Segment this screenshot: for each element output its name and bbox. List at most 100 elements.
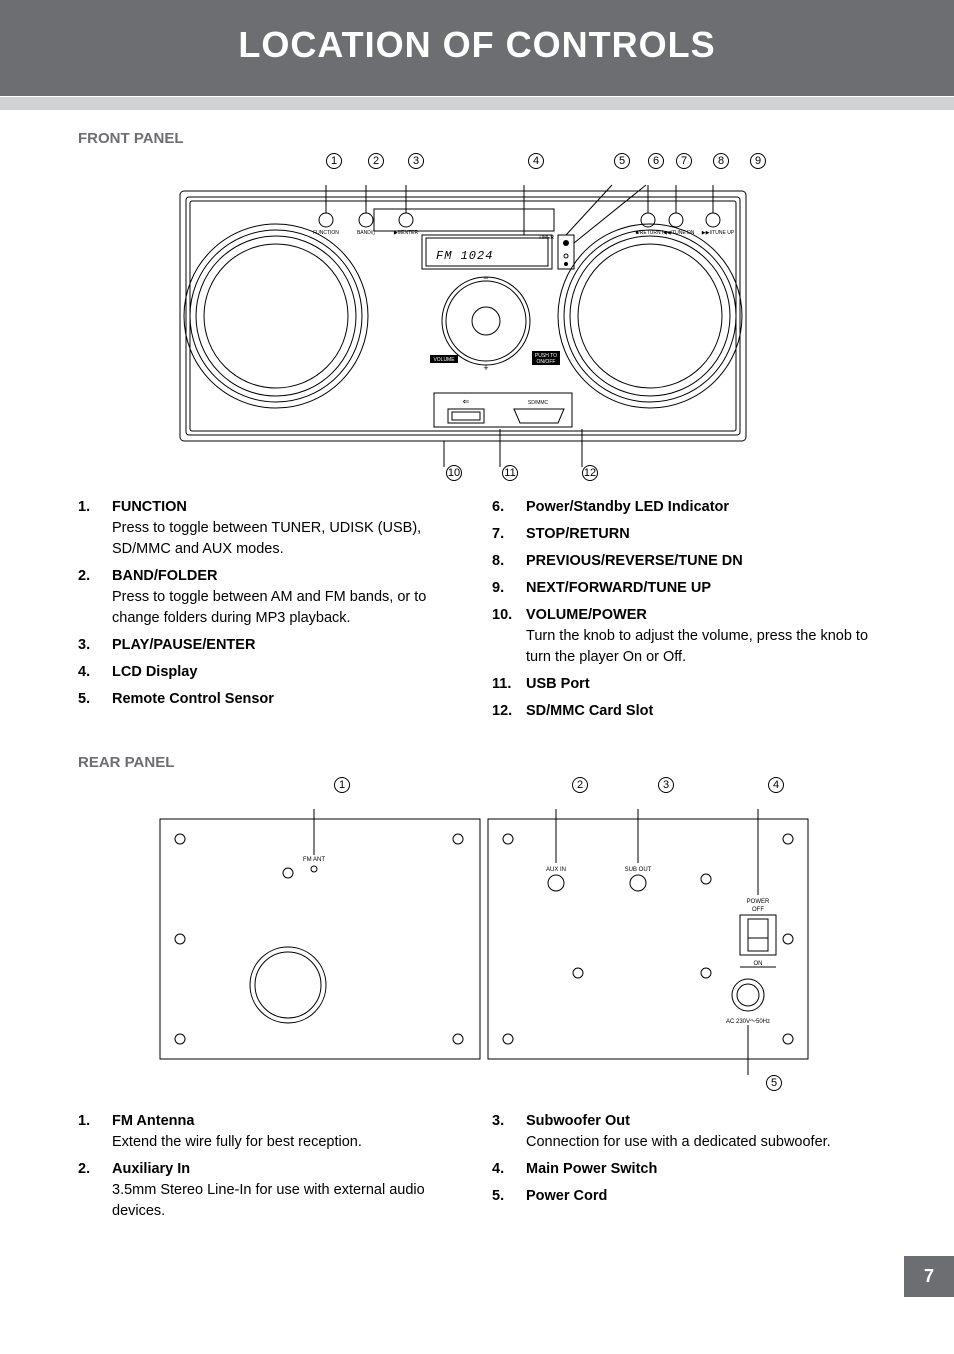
list-item: 1.FM AntennaExtend the wire fully for be… — [78, 1111, 462, 1153]
list-term: FM Antenna — [112, 1111, 362, 1132]
list-item: 1.FUNCTIONPress to toggle between TUNER,… — [78, 497, 462, 560]
list-number: 4. — [78, 662, 112, 683]
page-number: 7 — [904, 1256, 954, 1297]
svg-text:TIMER: TIMER — [538, 235, 554, 241]
list-desc: Extend the wire fully for best reception… — [112, 1132, 362, 1153]
subout-label: SUB OUT — [625, 867, 652, 873]
list-body: FUNCTIONPress to toggle between TUNER, U… — [112, 497, 462, 560]
list-item: 2.BAND/FOLDERPress to toggle between AM … — [78, 566, 462, 629]
list-desc: Turn the knob to adjust the volume, pres… — [526, 626, 876, 668]
callout-number: 9 — [750, 153, 766, 169]
list-number: 3. — [78, 635, 112, 656]
svg-text:I◀◀/TUNE DN: I◀◀/TUNE DN — [662, 230, 695, 236]
ac-label: AC 230V～50Hz — [726, 1019, 770, 1025]
list-body: LCD Display — [112, 662, 197, 683]
list-number: 1. — [78, 1111, 112, 1153]
list-number: 8. — [492, 551, 526, 572]
page-content: FRONT PANEL 123456789 — [0, 110, 954, 1238]
list-term: FUNCTION — [112, 497, 462, 518]
list-number: 11. — [492, 674, 526, 695]
svg-text:⇐: ⇐ — [463, 397, 470, 406]
list-term: Main Power Switch — [526, 1159, 657, 1180]
list-number: 5. — [492, 1186, 526, 1207]
list-body: Power Cord — [526, 1186, 607, 1207]
callout-number: 11 — [502, 465, 518, 481]
list-item: 5.Remote Control Sensor — [78, 689, 462, 710]
list-body: Remote Control Sensor — [112, 689, 274, 710]
on-label: ON — [754, 961, 763, 967]
list-term: STOP/RETURN — [526, 524, 630, 545]
list-body: PLAY/PAUSE/ENTER — [112, 635, 255, 656]
svg-text:VOLUME: VOLUME — [433, 357, 455, 363]
front-panel-diagram-wrap: 123456789 — [78, 153, 876, 483]
front-panel-label: FRONT PANEL — [78, 130, 184, 147]
list-desc: Press to toggle between AM and FM bands,… — [112, 587, 462, 629]
list-term: Power Cord — [526, 1186, 607, 1207]
callout-number: 2 — [368, 153, 384, 169]
list-desc: Connection for use with a dedicated subw… — [526, 1132, 831, 1153]
list-body: VOLUME/POWERTurn the knob to adjust the … — [526, 605, 876, 668]
lcd-text: FM 1024 — [436, 249, 493, 263]
fmant-label: FM ANT — [303, 857, 325, 863]
front-panel-section: FRONT PANEL 123456789 — [78, 130, 876, 728]
rear-panel-diagram: FM ANT AUX IN SUB OUT POWER OFF ON — [158, 795, 818, 1085]
list-term: PLAY/PAUSE/ENTER — [112, 635, 255, 656]
callout-number: 5 — [614, 153, 630, 169]
callout-number: 10 — [446, 465, 462, 481]
rear-panel-label: REAR PANEL — [78, 754, 876, 771]
list-item: 3.PLAY/PAUSE/ENTER — [78, 635, 462, 656]
list-number: 6. — [492, 497, 526, 518]
auxin-label: AUX IN — [546, 867, 566, 873]
list-body: USB Port — [526, 674, 590, 695]
list-term: PREVIOUS/REVERSE/TUNE DN — [526, 551, 743, 572]
list-body: Auxiliary In3.5mm Stereo Line-In for use… — [112, 1159, 462, 1222]
list-number: 5. — [78, 689, 112, 710]
list-item: 11.USB Port — [492, 674, 876, 695]
svg-text:■/RETURN: ■/RETURN — [635, 230, 661, 236]
svg-text:FUNCTION: FUNCTION — [313, 230, 339, 236]
callout-number: 3 — [658, 777, 674, 793]
list-item: 3.Subwoofer OutConnection for use with a… — [492, 1111, 876, 1153]
list-number: 3. — [492, 1111, 526, 1153]
list-item: 5.Power Cord — [492, 1186, 876, 1207]
callout-number: 6 — [648, 153, 664, 169]
list-term: NEXT/FORWARD/TUNE UP — [526, 578, 711, 599]
list-number: 2. — [78, 1159, 112, 1222]
list-body: FM AntennaExtend the wire fully for best… — [112, 1111, 362, 1153]
svg-text:▶▶I/TUNE UP: ▶▶I/TUNE UP — [702, 230, 735, 236]
list-number: 10. — [492, 605, 526, 668]
list-number: 1. — [78, 497, 112, 560]
callout-number: 1 — [334, 777, 350, 793]
front-panel-diagram: FUNCTION BAND/▯ ▶ǁ/ENTER ■/RETURN I◀◀/TU… — [178, 171, 818, 471]
page-title: LOCATION OF CONTROLS — [0, 24, 954, 66]
svg-text:+: + — [483, 363, 488, 373]
list-body: STOP/RETURN — [526, 524, 630, 545]
list-item: 12.SD/MMC Card Slot — [492, 701, 876, 722]
page-footer: 7 — [0, 1256, 954, 1297]
callout-number: 1 — [326, 153, 342, 169]
list-term: VOLUME/POWER — [526, 605, 876, 626]
list-number: 12. — [492, 701, 526, 722]
list-term: USB Port — [526, 674, 590, 695]
page-header: LOCATION OF CONTROLS — [0, 0, 954, 96]
callout-number: 5 — [766, 1075, 782, 1091]
list-number: 4. — [492, 1159, 526, 1180]
off-label: OFF — [752, 907, 764, 913]
list-desc: Press to toggle between TUNER, UDISK (US… — [112, 518, 462, 560]
callout-number: 4 — [768, 777, 784, 793]
callout-number: 8 — [713, 153, 729, 169]
list-number: 9. — [492, 578, 526, 599]
power-label: POWER — [747, 899, 770, 905]
list-term: LCD Display — [112, 662, 197, 683]
list-term: Power/Standby LED Indicator — [526, 497, 729, 518]
rear-panel-list: 1.FM AntennaExtend the wire fully for be… — [78, 1111, 876, 1228]
svg-text:BAND/▯: BAND/▯ — [357, 230, 375, 236]
front-panel-list: 1.FUNCTIONPress to toggle between TUNER,… — [78, 497, 876, 728]
svg-text:SD/MMC: SD/MMC — [528, 400, 549, 406]
callout-number: 12 — [582, 465, 598, 481]
header-underline — [0, 96, 954, 110]
list-body: BAND/FOLDERPress to toggle between AM an… — [112, 566, 462, 629]
list-item: 2.Auxiliary In3.5mm Stereo Line-In for u… — [78, 1159, 462, 1222]
list-body: Power/Standby LED Indicator — [526, 497, 729, 518]
list-number: 2. — [78, 566, 112, 629]
